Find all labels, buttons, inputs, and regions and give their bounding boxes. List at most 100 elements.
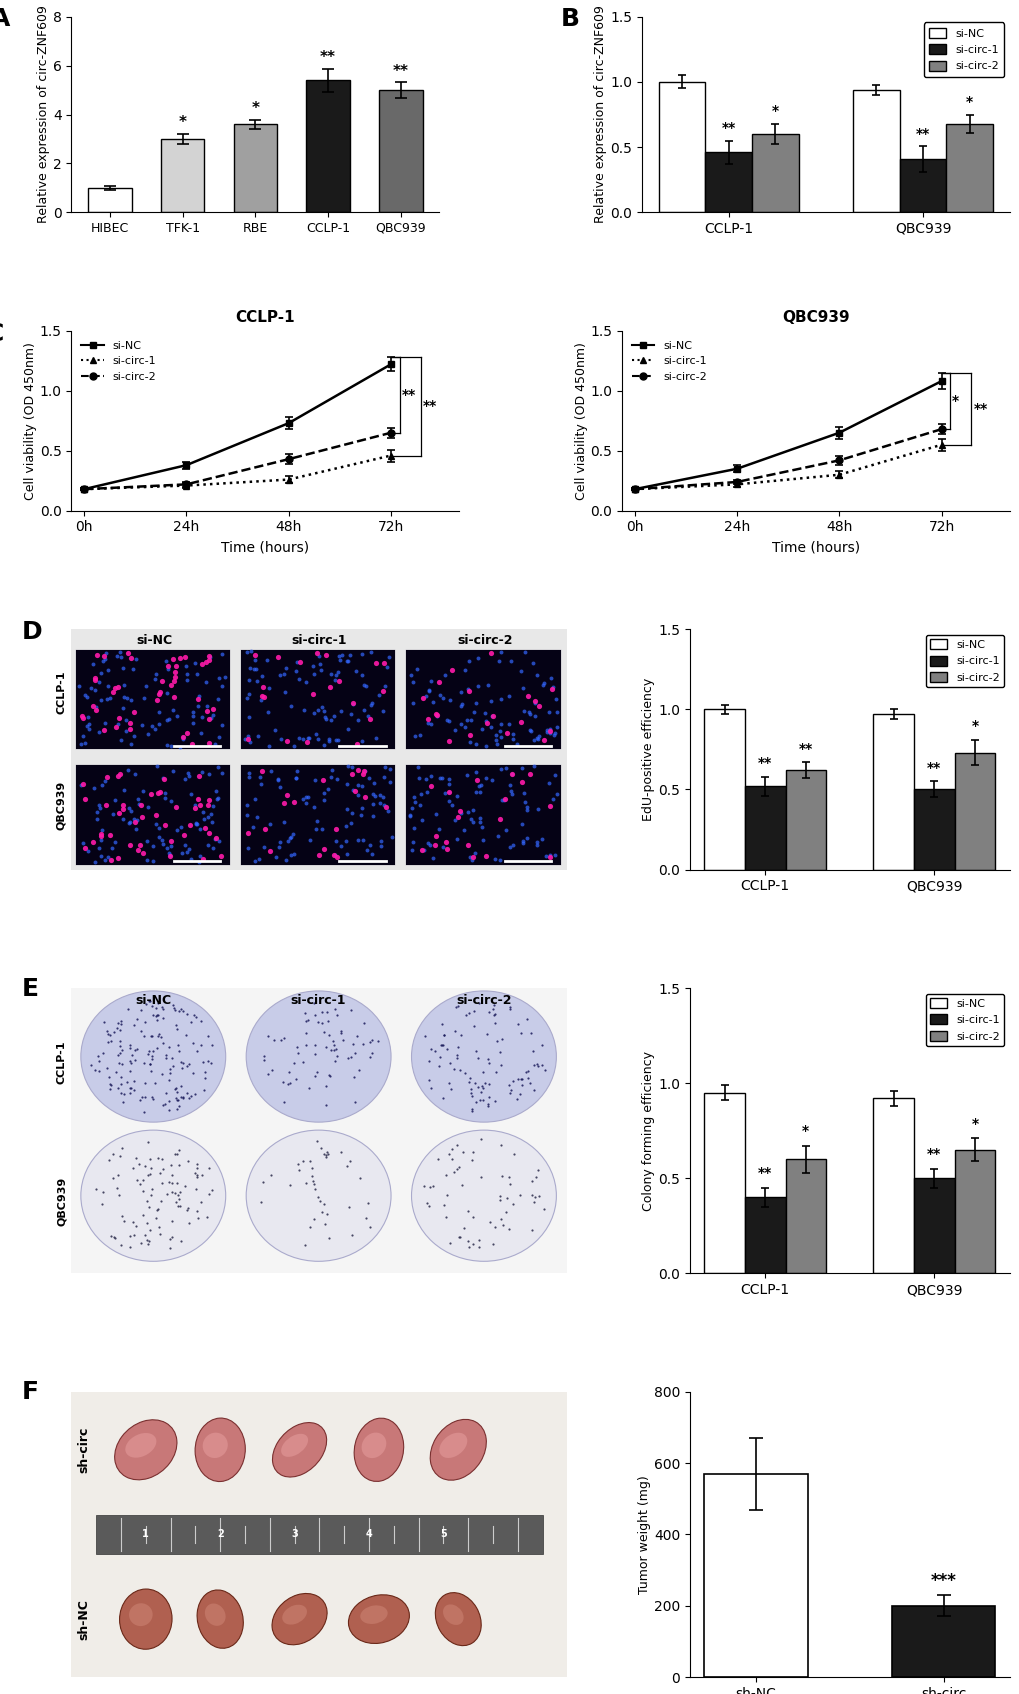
Point <box>375 783 391 810</box>
Point <box>450 1223 467 1250</box>
Point <box>541 718 557 745</box>
Point <box>242 681 258 708</box>
Point <box>143 1021 159 1049</box>
Point <box>480 1045 496 1072</box>
Point <box>164 1208 180 1235</box>
Point <box>135 1177 151 1204</box>
Point <box>201 730 217 757</box>
Point <box>151 698 167 725</box>
Point <box>279 1071 296 1098</box>
Point <box>440 727 457 754</box>
Point <box>187 810 204 837</box>
Point <box>70 673 87 700</box>
Point <box>186 1159 203 1186</box>
Point <box>301 723 317 750</box>
Point <box>405 667 421 695</box>
Point <box>530 1157 546 1184</box>
Point <box>539 717 555 744</box>
Point <box>470 1044 486 1071</box>
Point <box>434 684 450 711</box>
Point <box>95 647 111 674</box>
Point <box>324 757 340 784</box>
Ellipse shape <box>362 1433 386 1459</box>
Point <box>194 650 210 678</box>
Point <box>443 1145 460 1172</box>
Text: *: * <box>771 105 779 119</box>
Point <box>484 996 500 1023</box>
Point <box>177 1021 194 1049</box>
Point <box>294 725 311 752</box>
Point <box>321 1021 337 1049</box>
Point <box>210 784 226 811</box>
Point <box>534 1052 550 1079</box>
Point <box>446 1055 463 1082</box>
Text: F: F <box>21 1381 39 1404</box>
Point <box>191 683 207 710</box>
Point <box>99 764 115 791</box>
Point <box>180 1084 197 1111</box>
Point <box>468 766 484 793</box>
Point <box>109 1074 125 1101</box>
Point <box>365 781 381 808</box>
Point <box>259 1060 275 1088</box>
Point <box>464 808 480 835</box>
Bar <box>704 1474 807 1677</box>
Ellipse shape <box>272 1423 326 1477</box>
Point <box>480 1091 496 1118</box>
Point <box>254 662 270 689</box>
Point <box>339 715 356 742</box>
Point <box>501 1171 518 1198</box>
Text: 1: 1 <box>143 1530 149 1540</box>
Point <box>149 1194 165 1221</box>
Point <box>263 1055 279 1082</box>
Point <box>350 706 366 734</box>
Point <box>549 713 566 740</box>
Y-axis label: Relative expression of circ-ZNF609: Relative expression of circ-ZNF609 <box>594 5 606 224</box>
Point <box>529 1054 545 1081</box>
Point <box>479 1020 495 1047</box>
Point <box>138 991 154 1018</box>
Point <box>277 847 293 874</box>
Point <box>525 649 541 676</box>
Point <box>442 1076 459 1103</box>
Point <box>168 1074 184 1101</box>
Point <box>434 833 450 861</box>
Point <box>166 667 182 695</box>
Point <box>137 1069 153 1096</box>
Point <box>135 1167 151 1194</box>
Point <box>492 756 508 783</box>
Point <box>192 844 208 871</box>
Point <box>464 1082 480 1110</box>
Point <box>521 761 537 788</box>
Bar <box>785 771 825 869</box>
Point <box>116 1081 132 1108</box>
Point <box>440 1140 457 1167</box>
Point <box>238 639 255 666</box>
Point <box>404 837 420 864</box>
Point <box>186 1081 203 1108</box>
Point <box>96 642 112 669</box>
Point <box>515 698 531 725</box>
Point <box>464 1230 480 1257</box>
Point <box>333 832 350 859</box>
Point <box>199 1203 215 1230</box>
Point <box>328 844 344 871</box>
Point <box>122 1057 139 1084</box>
Point <box>449 803 466 830</box>
Point <box>326 701 342 728</box>
Point <box>314 695 330 722</box>
Point <box>142 1216 158 1243</box>
Point <box>357 757 373 784</box>
Point <box>178 661 195 688</box>
Point <box>463 1079 479 1106</box>
Point <box>105 1140 121 1167</box>
Point <box>152 779 168 806</box>
Point <box>100 656 116 683</box>
Point <box>93 827 109 854</box>
Point <box>135 1201 151 1228</box>
Point <box>320 1060 336 1088</box>
Point <box>144 1045 160 1072</box>
Bar <box>751 134 798 212</box>
Point <box>276 678 292 705</box>
Point <box>297 999 313 1027</box>
